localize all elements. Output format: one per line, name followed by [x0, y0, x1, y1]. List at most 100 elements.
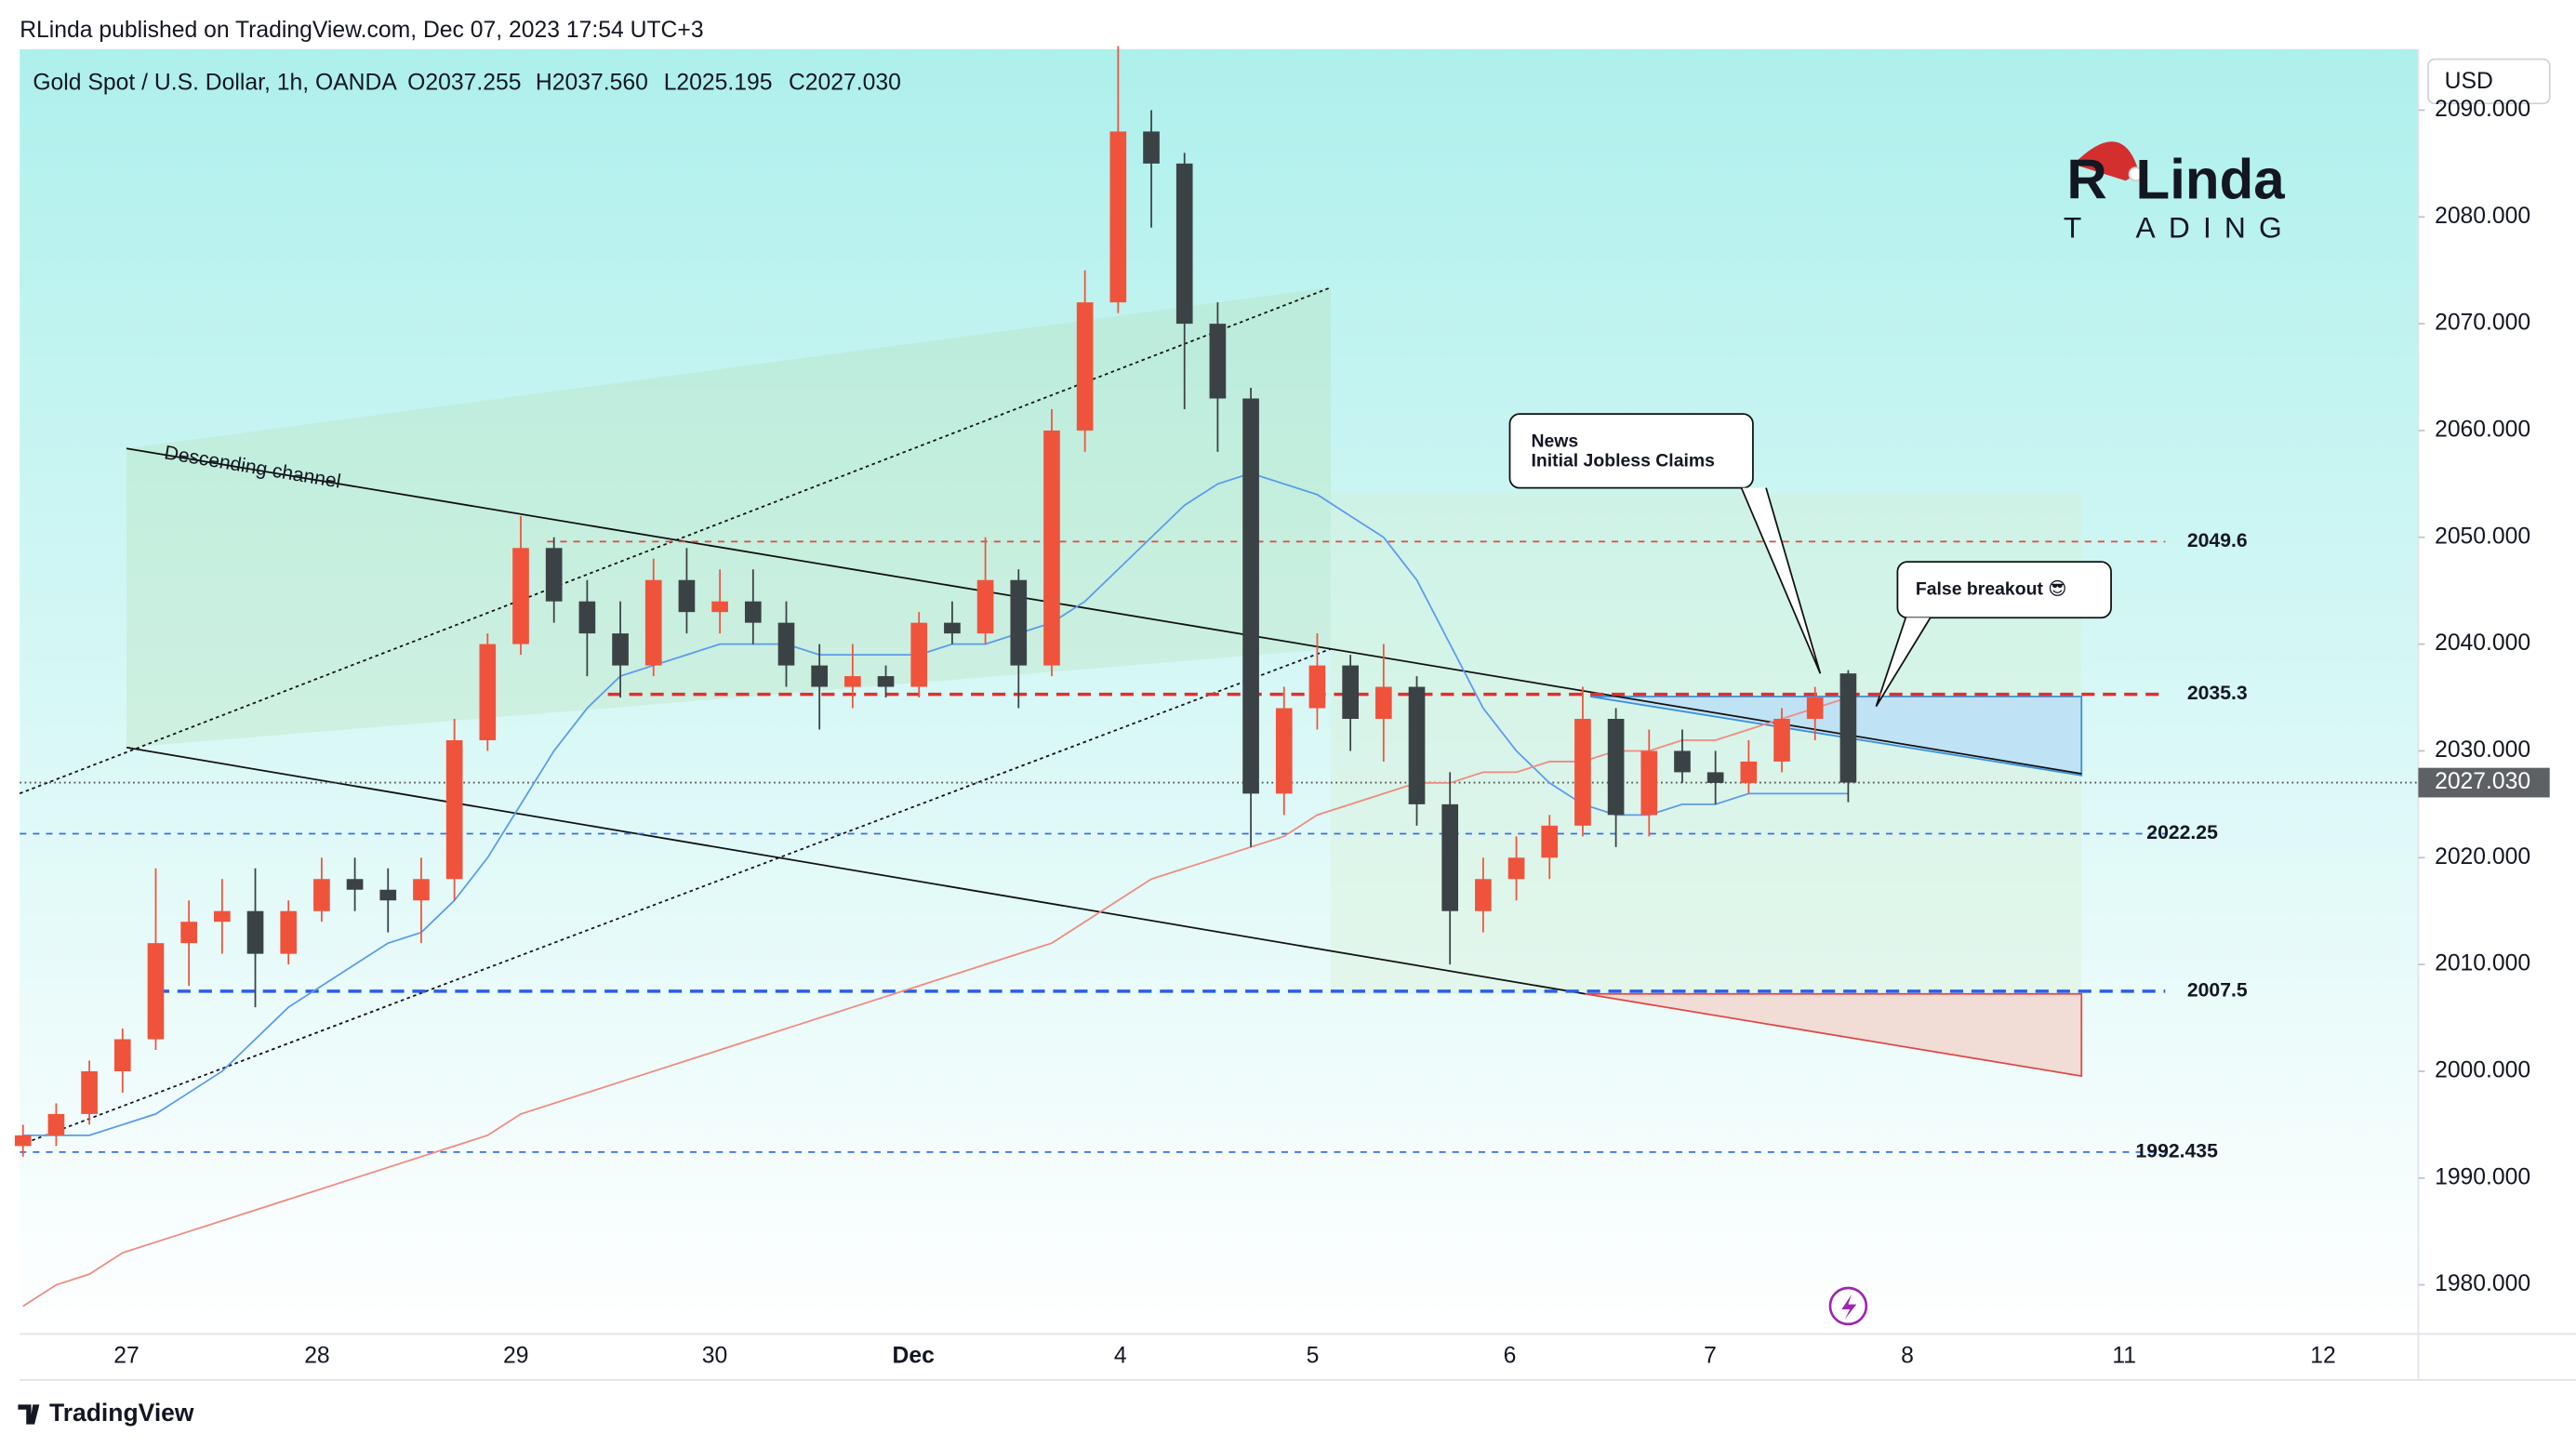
- candle-body: [744, 601, 762, 623]
- callout-box: [1508, 413, 1754, 489]
- level-label: 1992.435: [2136, 1140, 2219, 1162]
- moving-average: [22, 471, 1849, 1136]
- x-tick-label: 30: [702, 1344, 728, 1369]
- target-box: [1585, 992, 2083, 1078]
- y-tick-label: 2050.000: [2435, 524, 2530, 549]
- candle-body: [147, 943, 165, 1040]
- candle-body: [678, 579, 696, 613]
- candle-body: [1706, 772, 1724, 783]
- candle-body: [14, 1135, 32, 1147]
- candle-body: [1674, 750, 1691, 773]
- callout-text: Initial Jobless Claims: [1531, 451, 1715, 471]
- y-tick-label: 2030.000: [2435, 737, 2530, 763]
- x-tick-label: 8: [1901, 1344, 1914, 1369]
- candle-body: [777, 622, 795, 666]
- candle-body: [1010, 579, 1028, 666]
- x-tick-label: 27: [113, 1344, 139, 1369]
- level-label: 2007.5: [2187, 979, 2248, 1001]
- y-tick-label: 2000.000: [2435, 1057, 2530, 1082]
- x-tick-label: 5: [1307, 1344, 1320, 1369]
- candle-body: [612, 633, 629, 666]
- callout-pointer: [1740, 487, 1822, 674]
- logo-hat-pom: [2128, 166, 2144, 182]
- candle-body: [811, 665, 829, 687]
- candle-body: [644, 579, 662, 666]
- candle-body: [1507, 857, 1525, 880]
- candle-body: [1408, 686, 1426, 804]
- candle-body: [711, 601, 728, 613]
- footer-logo: [18, 1404, 40, 1425]
- candle-body: [1308, 665, 1326, 709]
- trend-line: [126, 447, 2082, 775]
- footer: TradingView: [49, 1399, 194, 1427]
- x-tick-label: 28: [304, 1344, 330, 1369]
- y-tick-label: 1990.000: [2435, 1164, 2530, 1189]
- candle-body: [1839, 673, 1857, 783]
- currency-button[interactable]: [2427, 58, 2551, 105]
- candle-body: [578, 601, 596, 634]
- candle-body: [379, 889, 397, 901]
- candle-body: [1640, 750, 1658, 816]
- candle-body: [479, 644, 497, 740]
- breakout-box: [1589, 696, 2083, 777]
- candle-body: [877, 676, 895, 687]
- x-tick-label: 12: [2310, 1344, 2336, 1369]
- candle-body: [1475, 879, 1492, 911]
- last-price-label: 2027.030: [2435, 769, 2530, 794]
- candle-body: [113, 1039, 131, 1071]
- y-tick-label: 2040.000: [2435, 631, 2530, 656]
- ohlc-label: O2037.255: [407, 71, 521, 96]
- candle-body: [1043, 430, 1060, 666]
- symbol-title: Gold Spot / U.S. Dollar, 1h, OANDA: [33, 71, 397, 96]
- x-tick-label: 11: [2112, 1344, 2136, 1369]
- moving-average: [22, 697, 1849, 1308]
- trend-line: [19, 286, 1332, 795]
- event-icon[interactable]: [1828, 1286, 1868, 1326]
- y-tick-label: 1980.000: [2435, 1271, 2530, 1296]
- candle-body: [1175, 163, 1193, 325]
- currency: USD: [2445, 69, 2493, 94]
- callout-pointer: [1875, 617, 1932, 708]
- level-label: 2049.6: [2187, 530, 2248, 551]
- candle-body: [512, 548, 529, 644]
- x-tick-label: 6: [1504, 1344, 1517, 1369]
- candle-body: [1574, 719, 1591, 826]
- candle-body: [910, 622, 928, 687]
- candle-body: [1109, 131, 1127, 303]
- callout-title: News: [1531, 431, 1578, 451]
- logo-sub: ADING: [2136, 211, 2295, 245]
- channel-zone: [126, 287, 1331, 748]
- candle-body: [214, 910, 231, 923]
- candle-body: [1541, 825, 1559, 858]
- candle-body: [1076, 302, 1094, 431]
- candle-body: [1209, 324, 1227, 399]
- logo-t: T: [2064, 211, 2081, 245]
- y-tick-label: 2090.000: [2435, 97, 2530, 122]
- candle-body: [1242, 398, 1259, 794]
- candle-body: [1275, 708, 1293, 794]
- price-axis: [2418, 48, 2576, 1334]
- candle-body: [545, 548, 563, 602]
- candle-body: [413, 879, 430, 901]
- candle-body: [844, 676, 861, 687]
- logo-r: R: [2066, 149, 2106, 211]
- y-tick-label: 2070.000: [2435, 311, 2530, 336]
- candle-body: [976, 579, 994, 634]
- event-icon-bolt: [1841, 1294, 1857, 1320]
- candle-body: [1773, 719, 1790, 762]
- candle-body: [1441, 803, 1459, 911]
- y-tick-label: 2060.000: [2435, 417, 2530, 442]
- x-tick-label: Dec: [893, 1344, 936, 1369]
- ohlc-label: C2027.030: [789, 71, 901, 96]
- logo-main: Linda: [2136, 149, 2286, 211]
- ohlc-label: H2037.560: [536, 71, 648, 96]
- candle-body: [1342, 665, 1359, 720]
- candle-body: [280, 910, 298, 954]
- callout-text: False breakout 😎: [1916, 578, 2067, 599]
- x-tick-label: 4: [1114, 1344, 1127, 1369]
- trend-line: [126, 746, 1586, 995]
- candle-body: [1143, 131, 1160, 164]
- candle-body: [944, 622, 961, 634]
